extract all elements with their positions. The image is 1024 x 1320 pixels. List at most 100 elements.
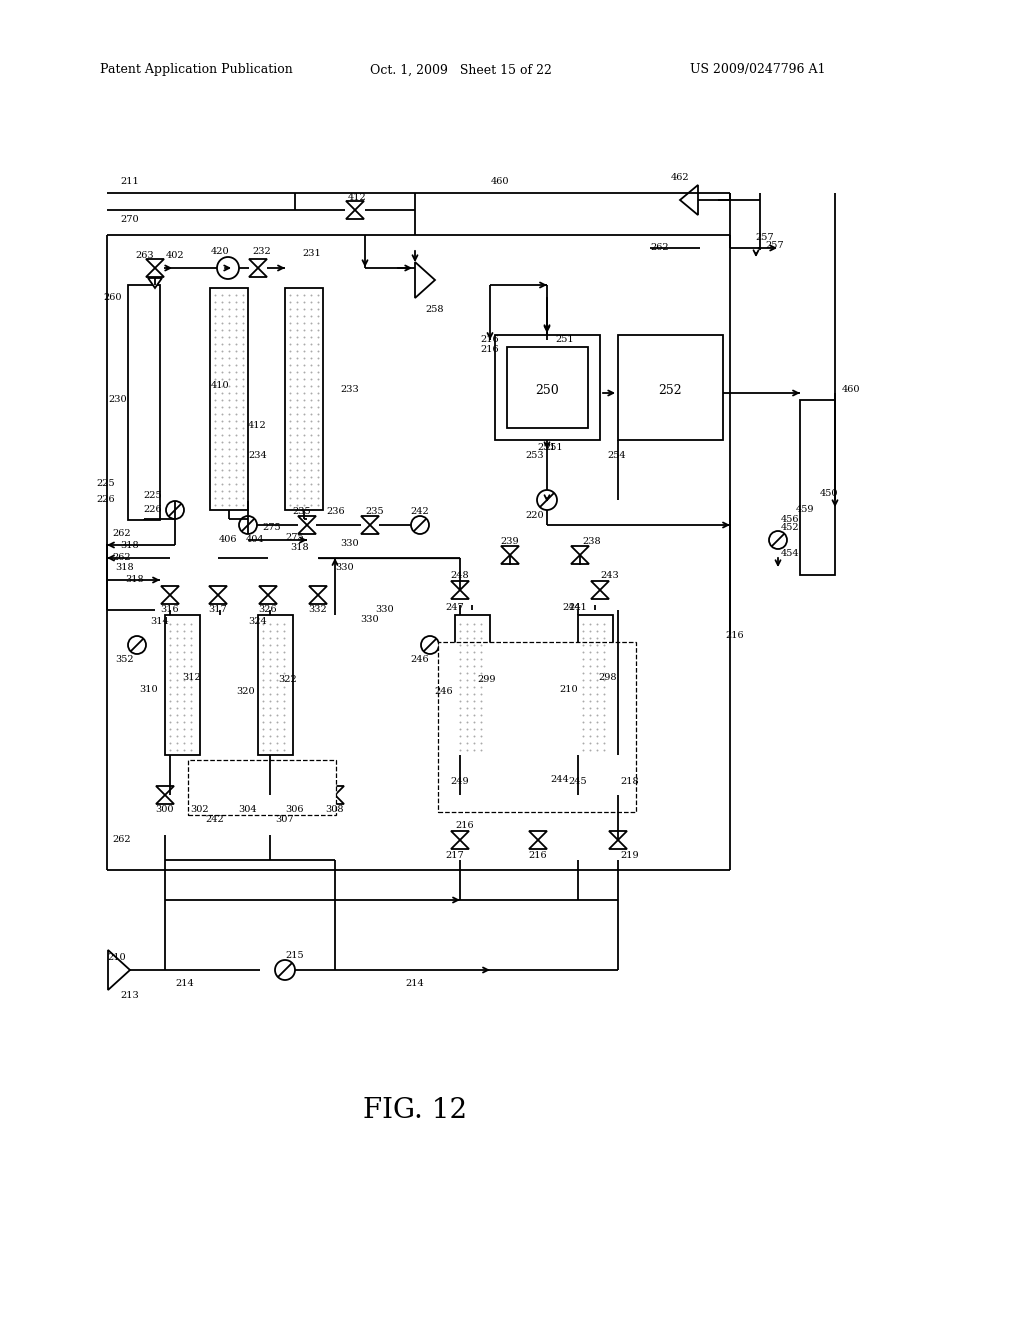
Text: 316: 316 [161,605,179,614]
Text: 248: 248 [451,570,469,579]
Text: 330: 330 [336,562,354,572]
Text: 462: 462 [671,173,689,181]
Text: 220: 220 [525,511,545,520]
Text: 308: 308 [326,804,344,813]
Text: 253: 253 [525,450,545,459]
Polygon shape [161,586,179,595]
Text: 242: 242 [206,816,224,825]
Polygon shape [609,840,627,849]
Text: 318: 318 [291,544,309,553]
Polygon shape [591,590,609,599]
Polygon shape [609,832,627,840]
Text: 241: 241 [568,603,588,612]
Polygon shape [451,840,469,849]
Text: 225: 225 [143,491,163,500]
Text: 214: 214 [406,978,424,987]
Text: 251: 251 [545,444,563,453]
Text: 249: 249 [451,776,469,785]
Text: 275: 275 [286,533,304,543]
Text: 420: 420 [211,247,229,256]
Polygon shape [569,785,587,795]
Text: 216: 216 [480,335,500,345]
Text: 456: 456 [780,516,800,524]
Bar [455,615,490,755]
Polygon shape [451,785,469,795]
Text: 459: 459 [796,506,814,515]
Text: 460: 460 [842,385,860,395]
Polygon shape [239,795,257,804]
Text: 216: 216 [528,850,547,859]
Polygon shape [415,261,435,298]
Text: 402: 402 [166,251,184,260]
Circle shape [275,960,295,979]
Text: 233: 233 [340,385,358,395]
Text: 216: 216 [725,631,743,639]
Text: 310: 310 [139,685,158,694]
Bar [507,347,588,428]
Text: 218: 218 [621,776,639,785]
Text: 217: 217 [445,850,464,859]
Bar [165,615,200,755]
Text: 230: 230 [109,396,127,404]
Circle shape [217,257,239,279]
Text: 226: 226 [143,506,163,515]
Text: 244: 244 [551,776,569,784]
Text: 406: 406 [219,536,238,544]
Text: Oct. 1, 2009   Sheet 15 of 22: Oct. 1, 2009 Sheet 15 of 22 [370,63,552,77]
Text: 454: 454 [780,549,800,557]
Text: 235: 235 [293,507,311,516]
Text: 219: 219 [621,850,639,859]
Text: 210: 210 [106,953,126,961]
Text: 317: 317 [209,605,227,614]
Text: 234: 234 [248,450,266,459]
Text: 238: 238 [583,536,601,545]
Text: Patent Application Publication: Patent Application Publication [100,63,293,77]
Polygon shape [451,590,469,599]
Text: 242: 242 [411,507,429,516]
Polygon shape [191,795,209,804]
Text: 304: 304 [239,804,257,813]
Text: 352: 352 [116,656,134,664]
Text: 330: 330 [360,615,379,624]
Text: 252: 252 [658,384,682,396]
Polygon shape [346,201,364,210]
Bar [800,400,835,576]
Text: 251: 251 [555,335,573,345]
Polygon shape [361,516,379,525]
Text: 257: 257 [756,232,774,242]
Text: 460: 460 [490,177,509,186]
Text: 275: 275 [263,523,282,532]
Text: 318: 318 [121,541,139,550]
Text: 247: 247 [445,603,464,612]
Text: 307: 307 [275,816,294,825]
Text: 210: 210 [559,685,578,694]
Polygon shape [451,832,469,840]
Text: 312: 312 [182,673,201,682]
Text: 332: 332 [308,605,328,614]
Polygon shape [326,785,344,795]
Circle shape [769,531,787,549]
Polygon shape [529,832,547,840]
Circle shape [239,516,257,535]
Polygon shape [309,586,327,595]
Text: 262: 262 [650,243,670,252]
Text: 250: 250 [536,384,559,396]
Polygon shape [209,586,227,595]
Text: 246: 246 [411,656,429,664]
Polygon shape [309,595,327,605]
Polygon shape [571,546,589,554]
Polygon shape [108,950,130,990]
Text: 306: 306 [286,804,304,813]
Text: 254: 254 [607,450,627,459]
Bar [285,288,323,510]
Text: 235: 235 [366,507,384,516]
Polygon shape [529,840,547,849]
Circle shape [537,490,557,510]
Text: 231: 231 [303,249,322,259]
Polygon shape [680,185,698,215]
Text: 243: 243 [601,570,620,579]
Text: 226: 226 [96,495,115,504]
Text: 300: 300 [156,804,174,813]
Polygon shape [286,795,304,804]
Circle shape [166,502,184,519]
